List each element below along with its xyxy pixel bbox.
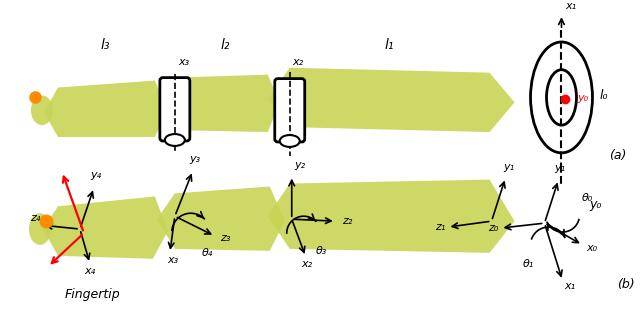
Text: y₄: y₄ [90, 170, 101, 180]
Text: z₃: z₃ [220, 233, 230, 243]
Polygon shape [157, 187, 285, 251]
Ellipse shape [280, 135, 300, 147]
Text: x₀: x₀ [586, 243, 598, 253]
Text: z₂: z₂ [342, 216, 352, 226]
Text: z₁: z₁ [435, 222, 445, 232]
Text: θ₀: θ₀ [582, 193, 593, 203]
Text: y₂: y₂ [295, 160, 306, 170]
Polygon shape [268, 68, 515, 132]
Text: y₀: y₀ [589, 198, 602, 211]
Text: x₄: x₄ [84, 266, 95, 276]
Text: z₀: z₀ [488, 223, 498, 233]
FancyBboxPatch shape [160, 78, 190, 141]
Text: x₂: x₂ [292, 57, 304, 67]
Text: l₀: l₀ [600, 89, 608, 103]
Text: l₂: l₂ [220, 38, 230, 52]
Ellipse shape [31, 95, 53, 125]
Ellipse shape [165, 134, 185, 146]
Text: x₁: x₁ [566, 1, 577, 11]
Text: x₁: x₁ [564, 281, 575, 291]
Text: Fingertip: Fingertip [65, 288, 121, 302]
Polygon shape [44, 81, 168, 137]
Text: l₃: l₃ [100, 38, 109, 52]
Text: x₂: x₂ [301, 259, 313, 269]
Text: y₁: y₁ [554, 163, 566, 173]
Text: z₄: z₄ [30, 213, 40, 223]
FancyBboxPatch shape [275, 79, 305, 142]
Text: θ₄: θ₄ [202, 248, 213, 258]
Text: l₁: l₁ [385, 38, 394, 52]
Ellipse shape [29, 213, 51, 245]
Text: θ₃: θ₃ [316, 246, 327, 256]
Text: x₃: x₃ [167, 255, 178, 265]
Polygon shape [158, 75, 280, 132]
Text: (b): (b) [618, 278, 635, 291]
Polygon shape [43, 196, 168, 259]
Text: y₁: y₁ [504, 162, 515, 172]
Text: θ₁: θ₁ [522, 259, 534, 269]
Text: (a): (a) [609, 149, 627, 162]
Text: y₀: y₀ [577, 93, 589, 104]
Polygon shape [268, 180, 515, 253]
Text: x₃: x₃ [178, 57, 189, 67]
Text: y₃: y₃ [189, 154, 200, 164]
